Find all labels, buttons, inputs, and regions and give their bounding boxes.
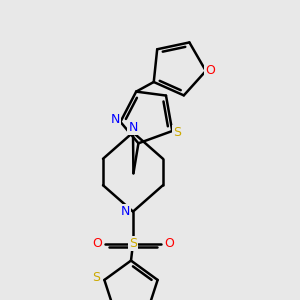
Text: N: N xyxy=(120,205,130,218)
Text: O: O xyxy=(92,237,102,250)
Text: O: O xyxy=(164,237,174,250)
Text: S: S xyxy=(173,127,181,140)
Text: N: N xyxy=(111,113,120,126)
Text: N: N xyxy=(128,121,138,134)
Text: S: S xyxy=(92,272,101,284)
Text: S: S xyxy=(129,237,137,250)
Text: O: O xyxy=(205,64,215,77)
